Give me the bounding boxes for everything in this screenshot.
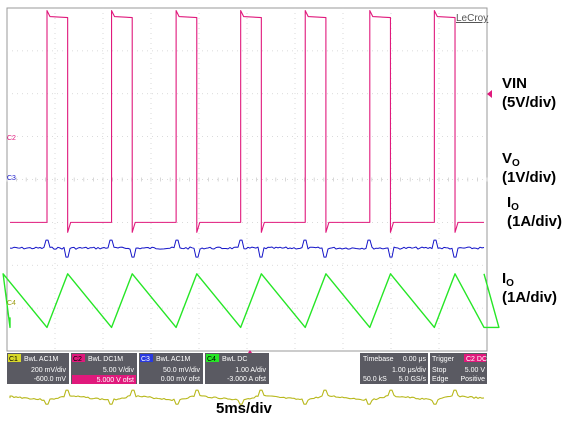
svg-text:5.00 V: 5.00 V [465,367,486,374]
svg-text:50.0 kS: 50.0 kS [363,376,387,383]
svg-text:Positive: Positive [460,376,485,383]
trace-c2-vin [10,10,484,233]
panel-c4[interactable]: C4 BwL DC 1.00 A/div -3.000 A ofst [205,353,269,384]
status-bar: C1 BwL AC1M 200 mV/div -600.0 mV C2 BwL … [7,353,487,384]
svg-text:0.00 mV ofst: 0.00 mV ofst [161,376,200,383]
svg-text:C3: C3 [141,356,150,363]
svg-text:5.000 V ofst: 5.000 V ofst [97,377,134,384]
vo-scale: (1V/div) [502,169,557,186]
svg-text:BwL AC1M: BwL AC1M [156,356,191,363]
io1-title: IO [507,194,519,213]
svg-text:-600.0 mV: -600.0 mV [34,376,67,383]
brand-label: LeCroy [456,13,488,24]
panel-timebase[interactable]: Timebase 0.00 μs 1.00 μs/div 50.0 kS 5.0… [360,353,428,384]
svg-text:C2 DC: C2 DC [466,356,487,363]
io2-title: IO [502,270,514,289]
trace-c4-io [9,389,485,405]
vin-scale: (5V/div) [502,94,557,111]
svg-text:BwL DC1M: BwL DC1M [88,356,123,363]
panel-trigger[interactable]: Trigger C2 DC Stop 5.00 V Edge Positive [430,353,487,384]
svg-text:Timebase: Timebase [363,356,394,363]
panel-c2[interactable]: C2 BwL DC1M 5.00 V/div 5.000 V ofst [71,353,137,384]
panel-c3[interactable]: C3 BwL AC1M 50.0 mV/div 0.00 mV ofst [139,353,203,384]
vin-title: VIN [502,75,528,92]
trace-marker-c3: C3 [7,175,16,182]
svg-text:-3.000 A ofst: -3.000 A ofst [227,376,266,383]
svg-text:C2: C2 [73,356,82,363]
panel-c1[interactable]: C1 BwL AC1M 200 mV/div -600.0 mV [7,353,69,384]
io-label-1: IO (1A/div) [507,193,562,231]
io-label-2: IO (1A/div) [502,269,557,307]
io2-scale: (1A/div) [502,289,558,306]
svg-text:BwL AC1M: BwL AC1M [24,356,59,363]
svg-text:BwL DC: BwL DC [222,356,247,363]
svg-text:0.00 μs: 0.00 μs [403,356,427,363]
trace-c3-vo [9,239,485,258]
svg-text:200 mV/div: 200 mV/div [31,367,67,374]
svg-text:1.00 μs/div: 1.00 μs/div [392,367,426,374]
vo-label: VO (1V/div) [502,149,556,187]
grid [6,8,488,351]
trace-c1-io [2,273,500,329]
vin-label: VIN (5V/div) [502,74,556,112]
svg-text:C1: C1 [9,356,18,363]
svg-text:1.00 A/div: 1.00 A/div [235,367,266,374]
svg-text:Trigger: Trigger [432,356,455,363]
timebase-caption: 5ms/div [216,400,272,417]
svg-text:Edge: Edge [432,376,448,383]
svg-text:50.0 mV/div: 50.0 mV/div [163,367,200,374]
svg-text:Stop: Stop [432,367,447,374]
io1-scale: (1A/div) [507,213,563,230]
trace-marker-c2: C2 [7,135,16,142]
trace-marker-c4: C4 [7,300,16,307]
traces [2,10,500,405]
svg-text:5.0 GS/s: 5.0 GS/s [399,376,427,383]
vo-title: VO [502,150,520,169]
svg-text:5.00 V/div: 5.00 V/div [103,367,135,374]
trigger-level-marker [487,90,492,98]
svg-text:C4: C4 [207,356,216,363]
